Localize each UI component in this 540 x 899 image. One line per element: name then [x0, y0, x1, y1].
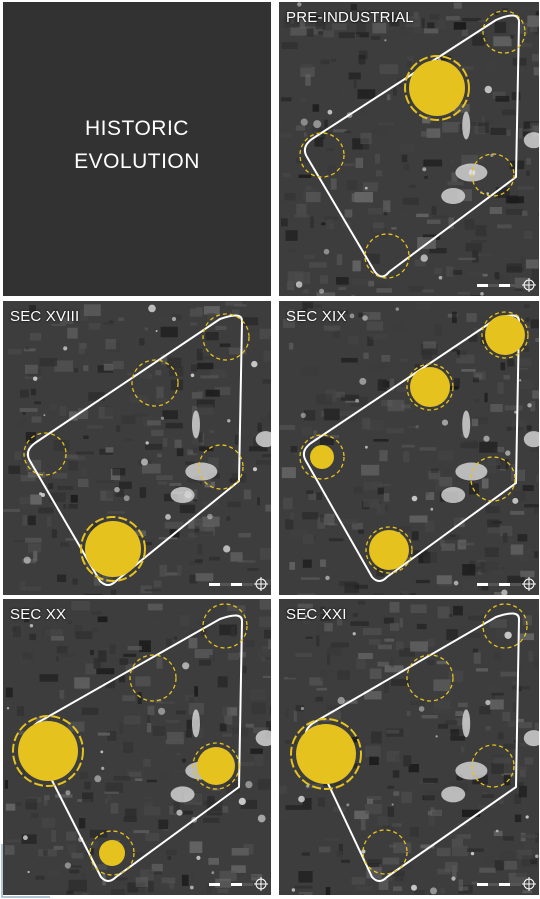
settlement-fill: [410, 367, 450, 407]
north-arrow-icon: [522, 577, 536, 591]
panel-label-sec-xviii: SEC XVIII: [10, 308, 80, 325]
scale-bar-icon: [477, 583, 521, 586]
map-sec-xviii: [3, 301, 271, 595]
map-sec-xx: [3, 599, 271, 895]
settlement-node: [202, 603, 248, 649]
territory-boundary: [303, 14, 520, 278]
settlement-fill: [85, 521, 141, 577]
settlement-node: [198, 444, 244, 490]
map-pre-industrial: [279, 2, 539, 296]
settlement-node: [202, 313, 250, 361]
settlement-node: [12, 715, 84, 787]
settlement-node: [131, 359, 179, 407]
title-panel: HISTORIC EVOLUTION: [3, 2, 271, 296]
settlement-node: [406, 363, 454, 411]
title-line-2: EVOLUTION: [74, 150, 200, 173]
settlement-node: [404, 55, 470, 121]
map-panel-sec-xx: SEC XX: [3, 599, 271, 895]
scale-bar-icon: [477, 883, 521, 886]
north-arrow-icon: [522, 877, 536, 891]
north-arrow-icon: [254, 577, 268, 591]
settlement-node: [471, 744, 515, 788]
map-sec-xxi: [279, 599, 539, 895]
settlement-node: [89, 830, 135, 876]
settlement-node: [192, 742, 240, 790]
settlement-node: [481, 311, 529, 359]
settlement-node: [470, 456, 516, 502]
settlement-fill: [99, 840, 125, 866]
map-sec-xix: [279, 301, 539, 595]
north-arrow-icon: [254, 877, 268, 891]
territory-boundary: [302, 314, 520, 582]
title-line-1: HISTORIC: [85, 117, 189, 140]
settlement-fill: [409, 60, 465, 116]
map-panel-sec-xviii: SEC XVIII: [3, 301, 271, 595]
north-arrow-icon: [522, 278, 536, 292]
settlement-node: [129, 654, 177, 702]
map-panel-pre-industrial: PRE-INDUSTRIAL: [279, 2, 539, 296]
settlement-node: [406, 654, 454, 702]
settlement-node: [364, 233, 410, 279]
settlement-node: [290, 718, 362, 790]
settlement-node: [23, 432, 67, 476]
settlement-node: [471, 153, 515, 197]
panel-label-sec-xx: SEC XX: [10, 606, 67, 623]
scale-bar-icon: [209, 583, 253, 586]
scale-bar-icon: [209, 883, 253, 886]
panel-label-sec-xix: SEC XIX: [286, 308, 347, 325]
terrain-texture: [3, 301, 271, 595]
settlement-node: [362, 829, 408, 875]
map-panel-sec-xxi: SEC XXI: [279, 599, 539, 895]
terrain-texture: [4, 599, 271, 895]
settlement-fill: [296, 724, 356, 784]
corner-frame-mark: [1, 844, 50, 898]
settlement-fill: [197, 747, 235, 785]
scale-bar-icon: [477, 284, 521, 287]
settlement-node: [482, 10, 526, 54]
settlement-fill: [485, 315, 525, 355]
settlement-node: [299, 434, 345, 480]
territory-boundary: [26, 314, 243, 586]
map-panel-sec-xix: SEC XIX: [279, 301, 539, 595]
settlement-node: [299, 132, 345, 178]
settlement-node: [365, 526, 413, 574]
settlement-fill: [369, 530, 409, 570]
panel-label-pre-industrial: PRE-INDUSTRIAL: [286, 9, 414, 26]
settlement-node: [482, 603, 528, 649]
settlement-fill: [18, 721, 78, 781]
panel-label-sec-xxi: SEC XXI: [286, 606, 347, 623]
settlement-node: [80, 516, 146, 582]
settlement-fill: [310, 445, 334, 469]
